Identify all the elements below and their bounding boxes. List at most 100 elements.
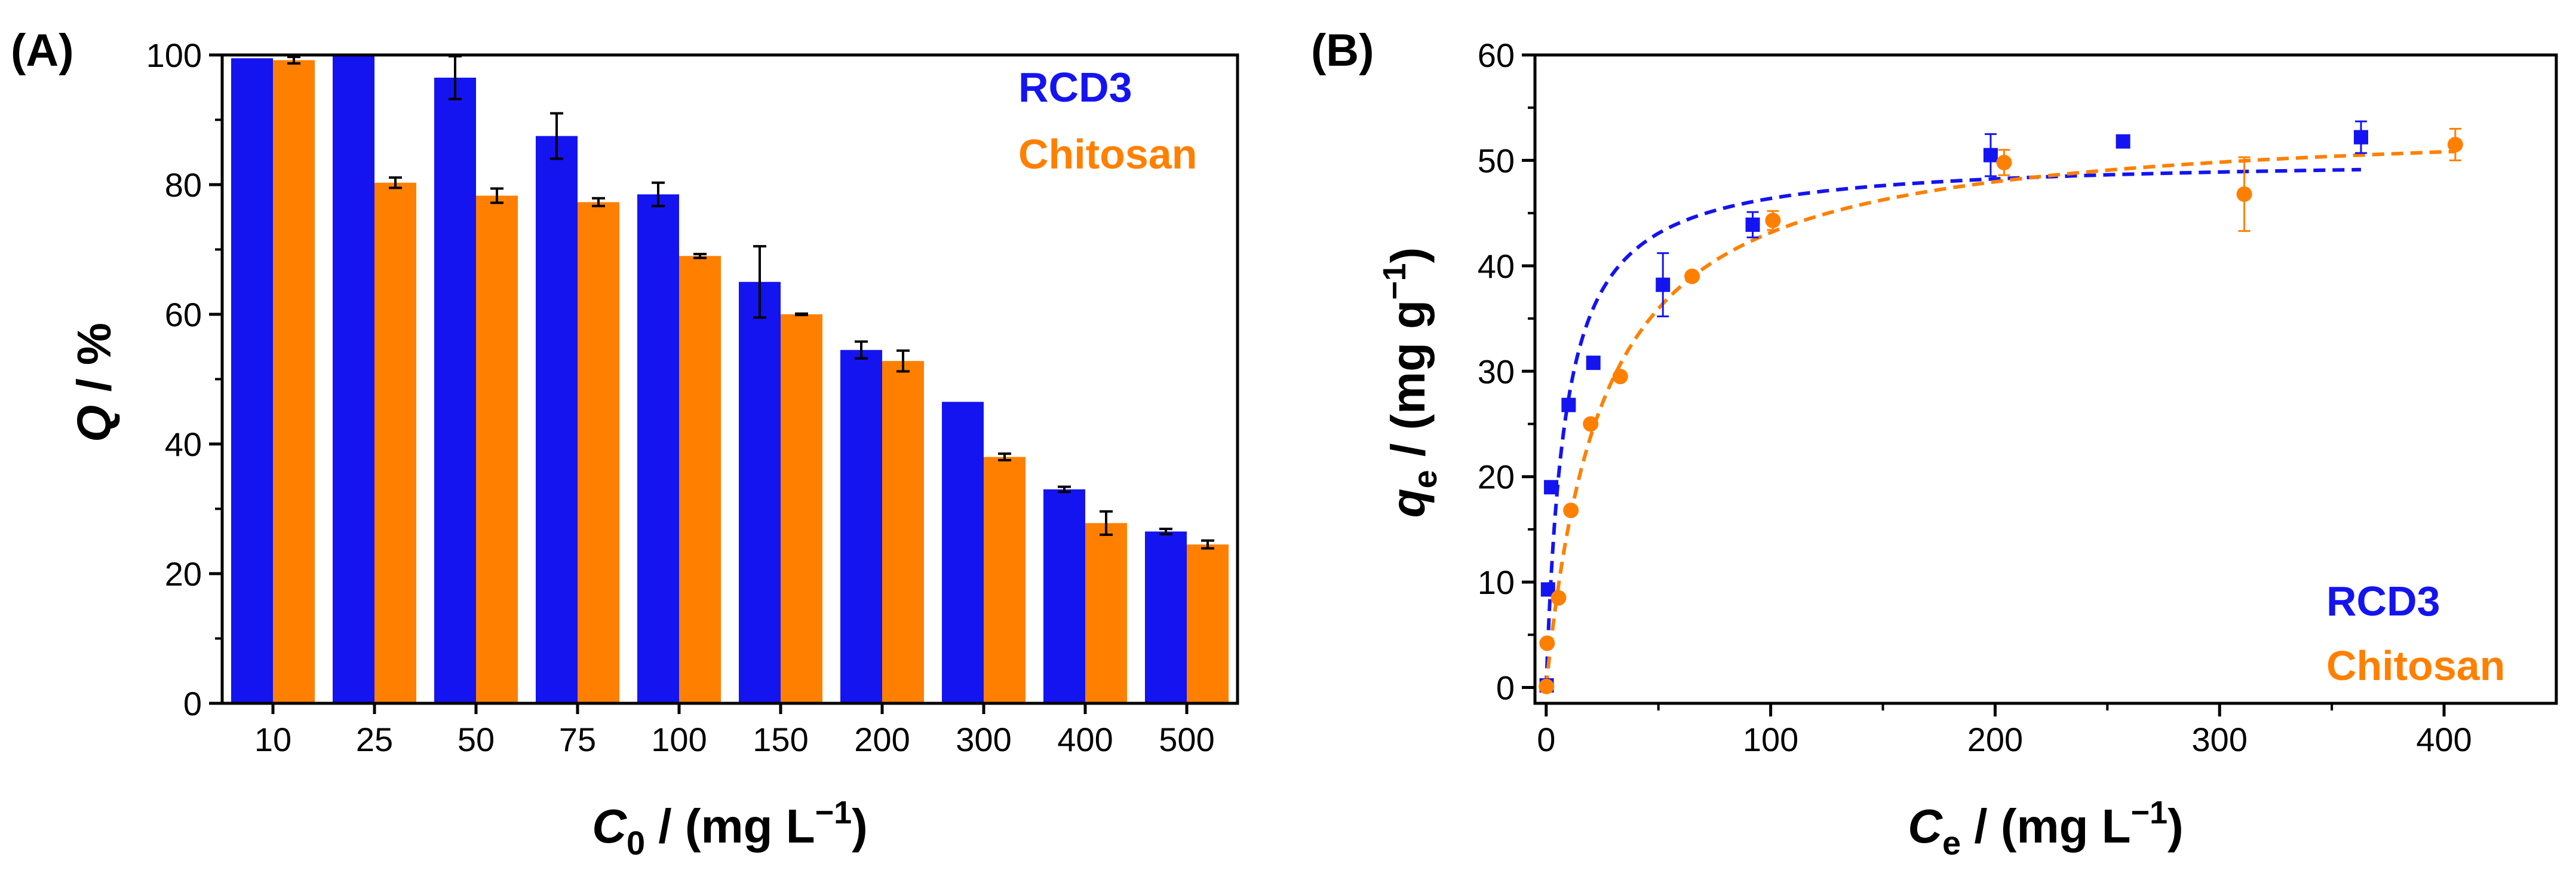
point-chitosan-10 [2447,136,2463,152]
x-tick-label-a-400: 400 [1057,721,1113,758]
bar-rcd3-300 [942,402,984,703]
point-chitosan-8 [1996,154,2012,170]
x-tick-label-b-400: 400 [2416,721,2471,758]
bar-chitosan-150 [781,314,822,703]
bar-chitosan-500 [1187,544,1229,703]
point-rcd3-8 [2116,134,2130,149]
panel-b-ylabel-close: ) [1381,247,1435,264]
bar-rcd3-200 [840,350,882,703]
bar-rcd3-150 [739,281,781,703]
panel-a-xlabel-sup: −1 [815,795,852,831]
panel-b-frame [1533,53,2558,705]
panel-b-y-axis: 0 10 20 30 40 50 60 [1478,36,1535,707]
x-tick-label-a-150: 150 [753,721,808,758]
y-tick-label-a-20: 20 [165,555,202,593]
x-tick-label-a-500: 500 [1159,721,1214,758]
panel-a-error-bars [287,55,1214,550]
bar-rcd3-400 [1043,489,1085,703]
panel-b-ylabel-sup: −1 [1377,263,1413,300]
point-rcd3-9 [2354,130,2369,145]
panel-a-x-axis: 10 25 50 75 100 150 200 300 400 500 [254,703,1215,758]
point-chitosan-6 [1684,268,1700,284]
y-tick-label-b-30: 30 [1478,353,1515,390]
x-tick-label-b-300: 300 [2192,721,2248,758]
x-tick-label-a-100: 100 [651,721,707,758]
panel-a-ylabel-rest: / % [67,323,121,405]
point-rcd3-4 [1586,356,1601,370]
panel-b-y-axis-title: qe / (mg g−1) [1377,247,1444,518]
bar-rcd3-75 [536,136,578,703]
x-tick-label-a-300: 300 [956,721,1011,758]
fit-curve-chitosan [1544,149,2455,688]
x-tick-label-a-75: 75 [559,721,596,758]
bar-rcd3-10 [231,58,273,703]
y-tick-label-a-80: 80 [165,166,202,204]
panel-a-xlabel-unit: / (mg L [645,800,815,853]
panel-b-ylabel-unit: / (mg g [1381,300,1435,470]
panel-b-xlabel-sup: −1 [2131,795,2168,831]
x-tick-label-b-200: 200 [1967,721,2023,758]
panel-b-x-axis: 0 100 200 300 400 [1537,703,2472,758]
panel-a-xlabel-close: ) [852,800,868,853]
panel-b-xlabel-var: C [1908,800,1943,853]
bar-chitosan-200 [882,361,924,703]
panel-a-ylabel-italic: Q [67,405,121,442]
bar-chitosan-400 [1085,523,1127,703]
panel-b-xlabel-close: ) [2167,800,2184,853]
point-chitosan-2 [1550,590,1567,606]
point-chitosan-7 [1765,212,1781,228]
panel-a-y-axis-title: Q / % [67,323,121,442]
y-tick-label-b-10: 10 [1478,563,1515,601]
panel-a-xlabel-sub: 0 [627,824,645,862]
bar-rcd3-100 [637,194,679,703]
bar-chitosan-25 [374,182,416,703]
x-tick-label-b-100: 100 [1743,721,1798,758]
bar-chitosan-100 [679,256,721,704]
panel-a-y-axis: 0 20 40 60 80 100 [146,36,222,722]
panel-b-ylabel-sub: e [1406,470,1444,488]
y-tick-label-a-0: 0 [183,685,202,722]
point-chitosan-3 [1563,503,1579,519]
fit-curve-rcd3 [1544,167,2362,688]
x-tick-label-a-10: 10 [254,721,291,758]
panel-b-label: (B) [1311,25,1374,76]
y-tick-label-a-100: 100 [146,36,202,74]
point-chitosan-0 [1539,678,1555,694]
bar-chitosan-75 [578,202,619,703]
point-chitosan-4 [1583,416,1599,432]
bar-rcd3-50 [434,77,476,704]
point-chitosan-1 [1539,635,1555,651]
point-rcd3-5 [1656,277,1671,292]
x-tick-label-a-200: 200 [854,721,910,758]
x-tick-label-b-0: 0 [1537,721,1555,758]
x-tick-label-a-50: 50 [458,721,495,758]
bar-chitosan-50 [476,195,518,703]
y-tick-label-a-40: 40 [165,425,202,463]
panel-a-bars [231,55,1229,704]
y-tick-label-b-0: 0 [1496,669,1515,707]
panel-b-legend-chitosan: Chitosan [2326,642,2505,689]
y-tick-label-b-40: 40 [1478,247,1515,285]
x-tick-label-a-25: 25 [356,721,393,758]
point-rcd3-7 [1983,148,1998,163]
panel-a-legend-chitosan: Chitosan [1018,131,1197,177]
panel-b-fit-curves [1544,149,2455,688]
point-chitosan-5 [1612,369,1628,385]
y-tick-label-b-50: 50 [1478,142,1515,179]
panel-b-xlabel-sub: e [1942,824,1961,862]
bar-chitosan-300 [984,457,1026,703]
panel-b-ylabel-var: q [1381,488,1435,517]
point-rcd3-3 [1561,397,1576,412]
y-tick-label-b-20: 20 [1478,458,1515,496]
bar-rcd3-500 [1145,531,1187,703]
panel-b-xlabel-unit: / (mg L [1961,800,2130,853]
panel-b-points [1539,130,2463,694]
panel-b-x-axis-title: Ce / (mg L−1) [1908,795,2184,862]
panel-a-x-axis-title: C0 / (mg L−1) [592,795,868,862]
bar-chitosan-10 [273,60,315,703]
panel-a-label: (A) [11,25,74,76]
panel-a-xlabel-var: C [592,800,627,853]
panel-b-legend-rcd3: RCD3 [2326,578,2440,624]
